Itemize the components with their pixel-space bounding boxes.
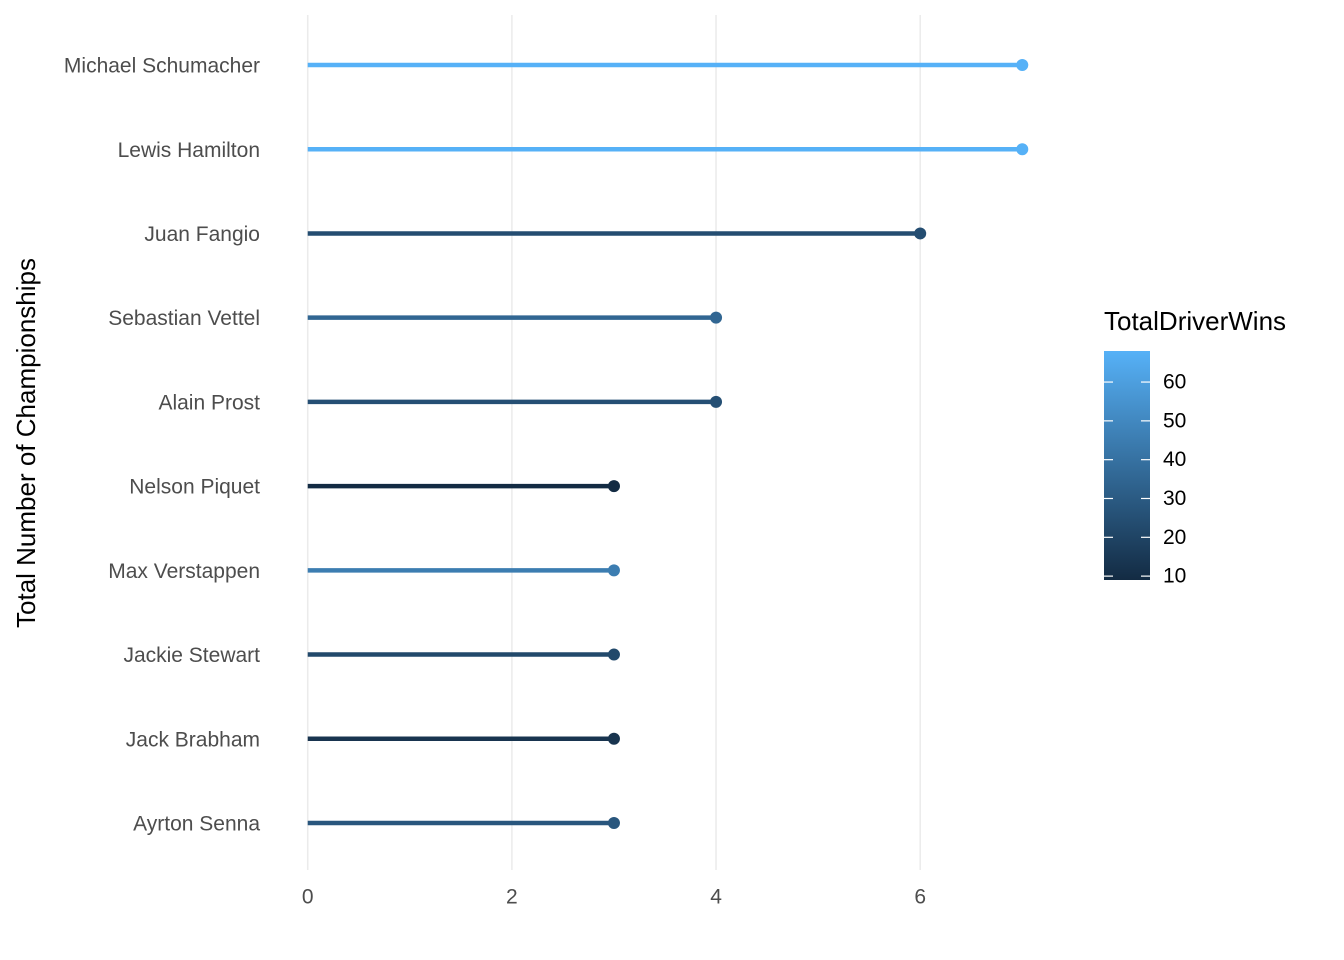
dot — [710, 395, 723, 408]
x-tick-label: 6 — [914, 886, 926, 909]
dot — [914, 227, 927, 240]
legend-tick-label: 10 — [1163, 565, 1186, 588]
x-tick-label: 2 — [506, 886, 518, 909]
y-tick-label: Max Verstappen — [108, 560, 260, 583]
colorbar — [1104, 351, 1150, 580]
legend-tick-label: 60 — [1163, 371, 1186, 394]
y-tick-label: Sebastian Vettel — [108, 307, 260, 330]
y-tick-label: Nelson Piquet — [129, 476, 260, 499]
dot — [607, 648, 620, 661]
y-tick-label: Ayrton Senna — [133, 813, 260, 836]
y-tick-label: Jack Brabham — [126, 728, 260, 751]
y-tick-label: Michael Schumacher — [64, 55, 260, 78]
x-tick-label: 0 — [302, 886, 314, 909]
legend-tick-label: 50 — [1163, 409, 1186, 432]
dot — [607, 564, 620, 577]
y-tick-label: Lewis Hamilton — [118, 139, 260, 162]
legend-tick-label: 20 — [1163, 526, 1186, 549]
dot — [607, 732, 620, 745]
legend-title: TotalDriverWins — [1104, 306, 1286, 336]
x-tick-label: 4 — [710, 886, 722, 909]
dot — [710, 311, 723, 324]
legend-tick-label: 40 — [1163, 448, 1186, 471]
dot — [1016, 59, 1029, 71]
y-tick-label: Jackie Stewart — [123, 644, 260, 667]
y-axis-title: Total Number of Championships — [11, 258, 41, 628]
y-tick-label: Juan Fangio — [144, 223, 260, 246]
dot — [1016, 143, 1029, 156]
dot — [607, 480, 620, 493]
y-tick-label: Alain Prost — [158, 391, 260, 414]
dot — [607, 817, 620, 829]
legend-tick-label: 30 — [1163, 487, 1186, 510]
